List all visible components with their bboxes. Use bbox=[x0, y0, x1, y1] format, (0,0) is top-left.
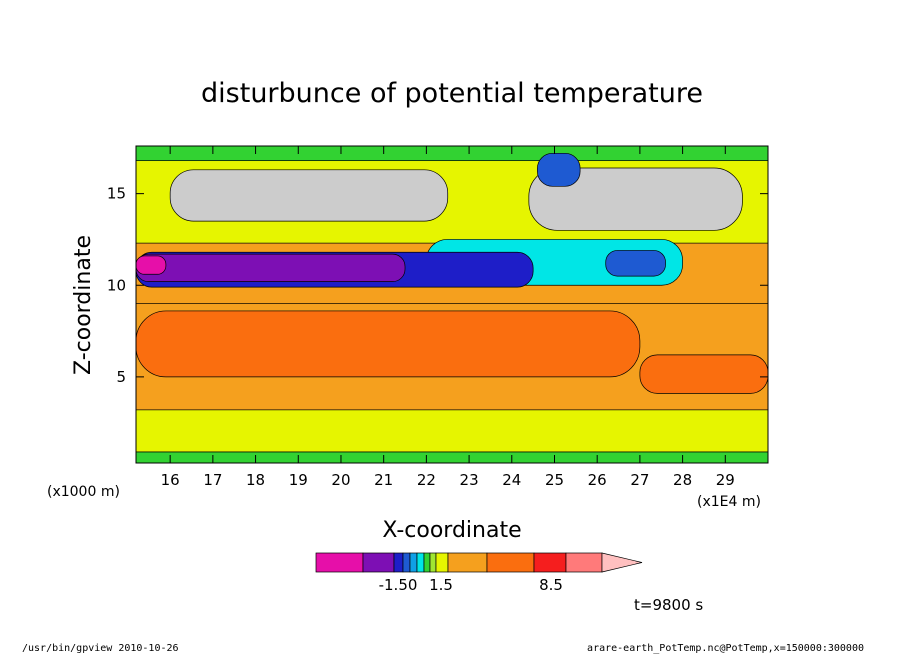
colorbar-label: 8.5 bbox=[539, 576, 563, 594]
contour-region-blue bbox=[537, 152, 581, 187]
source-label: arare-earth_PotTemp.nc@PotTemp,x=150000:… bbox=[587, 643, 864, 654]
chart-title: disturbunce of potential temperature bbox=[201, 78, 703, 109]
x-axis-title: X-coordinate bbox=[382, 518, 521, 543]
x-tick-label: 20 bbox=[331, 471, 350, 489]
x-tick-label: 19 bbox=[289, 471, 308, 489]
colorbar-label: -1.50 bbox=[379, 576, 418, 594]
contour-region-blue bbox=[605, 250, 666, 277]
colorbar-swatch bbox=[362, 552, 395, 573]
x-tick-label: 17 bbox=[203, 471, 222, 489]
colorbar-swatch bbox=[409, 552, 418, 573]
colorbar-labels: -1.50 1.5 8.5 bbox=[379, 576, 563, 594]
contour-region-purple bbox=[135, 253, 406, 282]
x-tick-label: 27 bbox=[630, 471, 649, 489]
time-label: t=9800 s bbox=[634, 596, 703, 614]
colorbar-label: 1.5 bbox=[429, 576, 453, 594]
y-ticks: 5 10 15 bbox=[107, 185, 768, 386]
y-axis-unit: (x1000 m) bbox=[47, 484, 120, 500]
x-tick-label: 29 bbox=[716, 471, 735, 489]
x-tick-label: 22 bbox=[417, 471, 436, 489]
contour-region-orange bbox=[528, 167, 743, 231]
contour-region-darkorange bbox=[639, 354, 769, 394]
colorbar-swatch bbox=[486, 552, 535, 573]
plot-area: 16 17 18 19 20 21 22 23 24 25 26 27 28 29 5 10 15 bbox=[107, 145, 769, 489]
contour-region-green bbox=[135, 451, 769, 464]
y-axis-title: Z-coordinate bbox=[71, 235, 96, 375]
contour-region-darkorange bbox=[135, 310, 641, 378]
y-tick-label: 5 bbox=[116, 368, 126, 386]
colorbar-arrow bbox=[601, 552, 643, 573]
y-tick-label: 15 bbox=[107, 185, 126, 203]
x-axis-unit: (x1E4 m) bbox=[697, 494, 761, 510]
x-tick-label: 21 bbox=[374, 471, 393, 489]
colorbar bbox=[315, 552, 643, 573]
contour-fills bbox=[135, 145, 769, 464]
x-ticks: 16 17 18 19 20 21 22 23 24 25 26 27 28 29 bbox=[161, 146, 735, 489]
colorbar-swatch bbox=[447, 552, 488, 573]
colorbar-swatch bbox=[533, 552, 567, 573]
colorbar-swatch bbox=[429, 552, 437, 573]
program-label: /usr/bin/gpview 2010-10-26 bbox=[22, 643, 179, 654]
x-tick-label: 24 bbox=[502, 471, 521, 489]
contour-region-yellow bbox=[135, 409, 769, 453]
x-tick-label: 28 bbox=[673, 471, 692, 489]
x-tick-label: 18 bbox=[246, 471, 265, 489]
x-tick-label: 16 bbox=[161, 471, 180, 489]
plot-frame bbox=[135, 145, 769, 464]
colorbar-swatch bbox=[423, 552, 431, 573]
colorbar-swatch bbox=[393, 552, 404, 573]
colorbar-swatch bbox=[402, 552, 411, 573]
contour-region-orange bbox=[169, 169, 449, 222]
y-tick-label: 10 bbox=[107, 276, 126, 294]
colorbar-swatch bbox=[315, 552, 364, 573]
colorbar-swatch bbox=[416, 552, 425, 573]
contour-region-magenta bbox=[135, 255, 167, 275]
colorbar-swatch bbox=[565, 552, 603, 573]
x-tick-label: 23 bbox=[460, 471, 479, 489]
x-tick-label: 25 bbox=[545, 471, 564, 489]
x-tick-label: 26 bbox=[588, 471, 607, 489]
colorbar-swatch bbox=[435, 552, 449, 573]
